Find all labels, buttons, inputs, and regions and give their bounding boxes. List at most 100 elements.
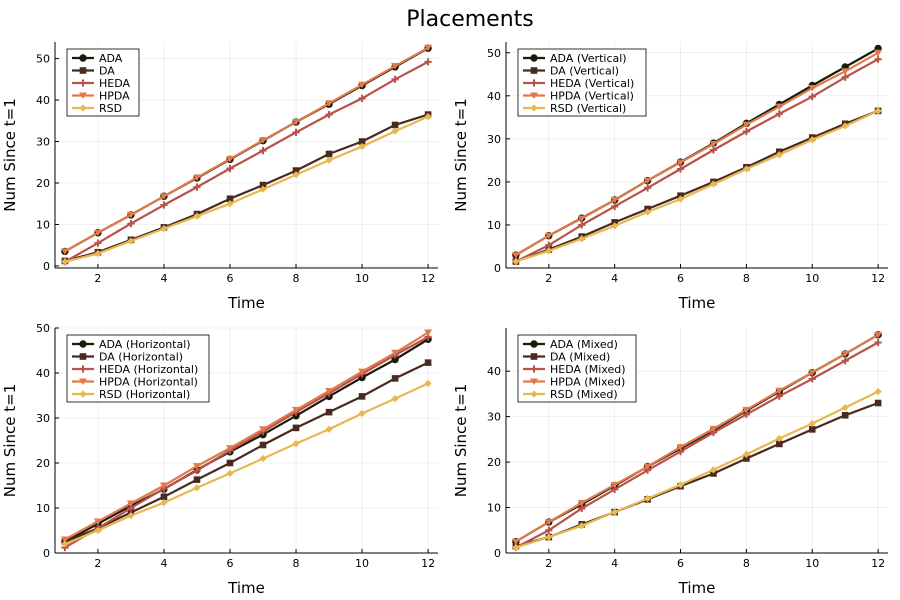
legend-marker	[530, 79, 538, 87]
data-point	[676, 195, 685, 203]
chart-panel-4: 2 4 6 8 10 12 0 10 20 30 40 Time Num Since t=1 ADA (M…	[452, 328, 888, 597]
data-point	[424, 58, 432, 66]
y-tick-label: 10	[487, 502, 501, 515]
data-point	[292, 119, 301, 126]
data-point	[325, 156, 333, 164]
data-point	[808, 375, 816, 383]
y-tick-label: 20	[36, 177, 50, 190]
legend-marker	[530, 92, 538, 99]
data-point	[545, 247, 553, 255]
x-tick-label: 2	[545, 557, 552, 570]
data-point	[358, 409, 366, 418]
series-line-4	[515, 333, 879, 543]
x-tick-label: 6	[677, 557, 684, 570]
series-line-2	[515, 401, 879, 548]
data-point	[127, 512, 135, 520]
y-tick-label: 30	[36, 412, 50, 425]
data-point	[709, 141, 718, 148]
data-point	[874, 331, 883, 339]
series-line-3	[64, 336, 429, 549]
series-line-2	[515, 109, 879, 263]
legend-entry: RSD (Mixed)	[550, 388, 618, 401]
data-point	[259, 147, 267, 155]
legend-entry: HEDA (Vertical)	[550, 77, 634, 90]
x-tick-label: 12	[871, 557, 885, 570]
data-point	[160, 201, 168, 209]
data-point	[578, 221, 586, 229]
data-point	[259, 137, 268, 144]
y-tick-label: 30	[487, 133, 501, 146]
legend-marker	[530, 353, 538, 360]
series-line-3	[64, 60, 429, 263]
y-tick-label: 40	[487, 90, 501, 103]
data-point	[259, 441, 267, 449]
x-tick-label: 2	[545, 272, 552, 285]
data-point	[391, 375, 399, 382]
legend-marker	[530, 104, 538, 112]
data-point	[644, 184, 652, 192]
data-point	[841, 411, 849, 419]
data-point	[676, 481, 685, 489]
data-point	[160, 225, 168, 233]
data-point	[545, 533, 553, 541]
data-point	[226, 195, 234, 203]
x-axis-label: Time	[227, 294, 265, 312]
series-line-4	[64, 331, 429, 541]
data-point	[611, 222, 619, 230]
x-tick-label: 10	[355, 557, 369, 570]
data-point	[742, 127, 750, 136]
y-tick-label: 10	[36, 502, 50, 515]
legend-entry: DA (Mixed)	[550, 351, 610, 364]
legend-entry: HPDA	[99, 90, 130, 103]
data-point	[292, 440, 300, 448]
data-point	[424, 329, 433, 336]
legend-marker	[79, 92, 87, 99]
legend-marker	[530, 390, 538, 398]
x-tick-label: 12	[871, 272, 885, 285]
x-tick-label: 12	[421, 272, 435, 285]
data-point	[874, 338, 882, 347]
data-point	[192, 174, 201, 182]
data-point	[841, 122, 849, 130]
figure-title: Placements	[406, 7, 534, 32]
x-tick-label: 4	[160, 557, 167, 570]
y-tick-label: 0	[494, 547, 501, 560]
data-point	[94, 526, 102, 535]
data-point	[643, 463, 652, 471]
data-point	[325, 388, 334, 395]
data-point	[93, 229, 102, 237]
x-tick-label: 4	[611, 272, 618, 285]
data-point	[742, 450, 750, 458]
x-tick-label: 10	[805, 557, 819, 570]
data-point	[292, 406, 301, 414]
data-point	[775, 103, 784, 111]
data-point	[841, 68, 850, 75]
data-point	[710, 470, 717, 477]
legend-entry: DA	[99, 65, 115, 78]
data-point	[874, 388, 882, 396]
data-point	[424, 113, 432, 121]
x-tick-label: 8	[293, 272, 300, 285]
data-point	[159, 193, 168, 200]
data-point	[742, 165, 750, 173]
legend-marker	[530, 67, 538, 74]
data-point	[544, 232, 553, 240]
data-point	[841, 403, 849, 412]
data-point	[709, 425, 718, 433]
legend-entry: HPDA (Vertical)	[550, 90, 634, 103]
x-tick-label: 8	[743, 272, 750, 285]
legend-entry: HEDA (Mixed)	[550, 363, 626, 376]
data-point	[676, 159, 685, 167]
data-point	[225, 445, 234, 452]
data-point	[292, 171, 300, 179]
data-point	[676, 444, 685, 451]
data-point	[841, 73, 849, 81]
legend-marker	[530, 340, 538, 348]
data-point	[775, 434, 783, 443]
legend-marker	[79, 353, 87, 360]
data-point	[742, 121, 751, 129]
series-line-5	[515, 390, 879, 549]
data-point	[424, 44, 433, 52]
data-point	[511, 538, 520, 546]
y-tick-label: 50	[36, 53, 50, 66]
